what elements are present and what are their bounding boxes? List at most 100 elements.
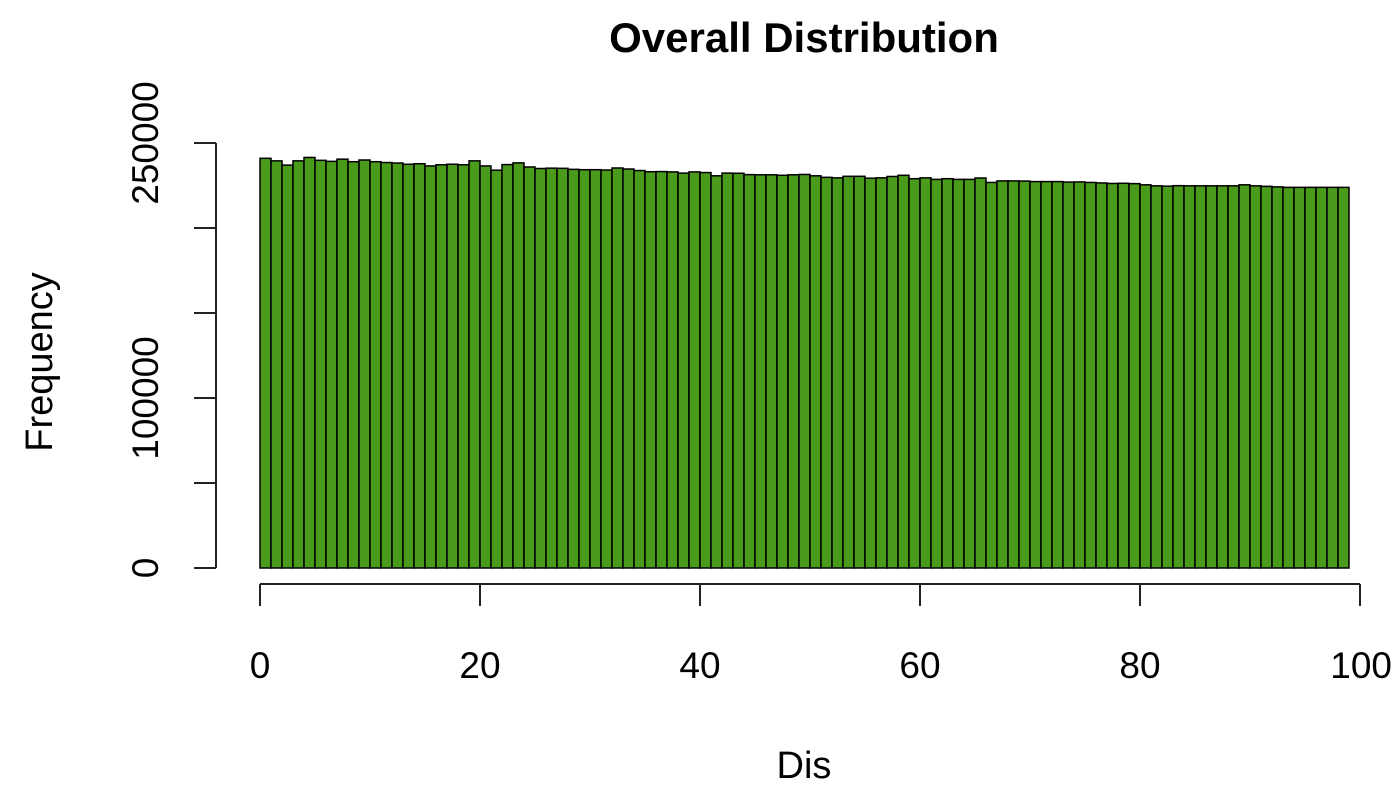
x-tick-label: 40 [679, 645, 720, 686]
histogram-bar [666, 171, 679, 569]
histogram-bar [1117, 182, 1130, 569]
histogram-bar [798, 173, 811, 569]
histogram-bar [765, 174, 778, 569]
histogram-bar [1062, 181, 1075, 569]
histogram-bar [490, 169, 503, 569]
x-tick-label: 0 [250, 645, 271, 686]
histogram-bar [1018, 180, 1031, 569]
histogram-bar [1139, 184, 1152, 569]
histogram-bar [435, 164, 448, 569]
histogram-bar [886, 175, 899, 569]
histogram-bar [512, 162, 525, 569]
histogram-bar [941, 177, 954, 569]
histogram-bar [534, 167, 547, 569]
histogram-bar [1073, 181, 1086, 569]
histogram-bar [952, 178, 965, 569]
x-tick-label: 100 [1330, 645, 1392, 686]
histogram-bar [1040, 180, 1053, 569]
histogram-bar [589, 168, 602, 569]
histogram-bar [314, 159, 327, 569]
chart-title: Overall Distribution [609, 14, 999, 61]
x-axis-label: Dis [777, 745, 832, 787]
histogram-bar [809, 175, 822, 569]
histogram-bar [578, 168, 591, 569]
histogram-bar [1205, 185, 1218, 569]
histogram-bar [919, 177, 932, 569]
histogram-bar [974, 177, 987, 569]
histogram-bar [1161, 185, 1174, 569]
histogram-bar [787, 174, 800, 569]
histogram-bar [380, 161, 393, 569]
histogram-bar [402, 163, 415, 569]
histogram-bar [732, 172, 745, 569]
histogram-bar [985, 181, 998, 569]
histogram-bar [754, 174, 767, 569]
histogram-bar [743, 173, 756, 569]
x-tick-label: 80 [1119, 645, 1160, 686]
histogram-bar [1227, 185, 1240, 569]
histogram-bar [688, 171, 701, 569]
histogram-bar [875, 177, 888, 569]
histogram-bar [358, 159, 371, 569]
histogram-bar [1326, 186, 1339, 569]
histogram-bar [1106, 182, 1119, 569]
histogram-bar [1084, 181, 1097, 569]
histogram-bar [1194, 185, 1207, 569]
histogram-bar [908, 177, 921, 569]
x-axis: 0 20 40 60 80 100 [250, 583, 1392, 686]
histogram-bar [1007, 180, 1020, 569]
histogram-bar [677, 172, 690, 569]
histogram-bar [1337, 186, 1350, 569]
y-axis: 0 100000 250000 [125, 81, 217, 579]
histogram-bar [292, 160, 305, 569]
x-tick-label: 60 [899, 645, 940, 686]
histogram-bar [930, 178, 943, 569]
histogram-bar [831, 177, 844, 569]
histogram-bar [1282, 186, 1295, 569]
y-axis-label: Frequency [19, 272, 61, 452]
y-tick-label: 100000 [125, 336, 166, 459]
histogram-bar [1183, 185, 1196, 569]
histogram-bar [897, 174, 910, 569]
histogram-bar [710, 175, 723, 569]
histogram-bar [1128, 182, 1141, 569]
histogram-bar [347, 160, 360, 569]
histogram-bar [479, 165, 492, 569]
histogram-bar [1172, 184, 1185, 569]
histogram-bar [1249, 185, 1262, 569]
histogram-bar [556, 167, 569, 569]
histogram-bar [721, 172, 734, 569]
histogram-bar [567, 168, 580, 569]
histogram-bar [963, 178, 976, 569]
histogram-bar [622, 168, 635, 569]
histogram-bar [611, 167, 624, 569]
histogram-bar [270, 160, 283, 569]
histogram-bar [259, 157, 272, 569]
histogram-bar [842, 175, 855, 569]
histogram-bar [1238, 184, 1251, 569]
histogram-bar [820, 176, 833, 569]
histogram-bar [853, 175, 866, 569]
histogram-bar [1271, 186, 1284, 569]
histogram-bar [325, 160, 338, 569]
histogram-bar [523, 166, 536, 569]
histogram-bar [655, 170, 668, 569]
histogram-bar [446, 163, 459, 569]
histogram-bar [468, 160, 481, 569]
histogram-bar [303, 156, 316, 569]
histogram-bar [281, 164, 294, 569]
y-tick-label: 0 [125, 558, 166, 579]
histogram-bar [1095, 182, 1108, 569]
histogram-bar [1029, 180, 1042, 569]
histogram-bar [864, 177, 877, 569]
histogram-bar [501, 163, 514, 569]
histogram-bar [1260, 185, 1273, 569]
histogram-bar [1304, 186, 1317, 569]
histogram-bar [336, 158, 349, 569]
x-tick-label: 20 [459, 645, 500, 686]
y-tick-label: 250000 [125, 81, 166, 204]
histogram-bar [369, 160, 382, 569]
histogram-bar [600, 169, 613, 569]
bars-group [259, 156, 1350, 569]
